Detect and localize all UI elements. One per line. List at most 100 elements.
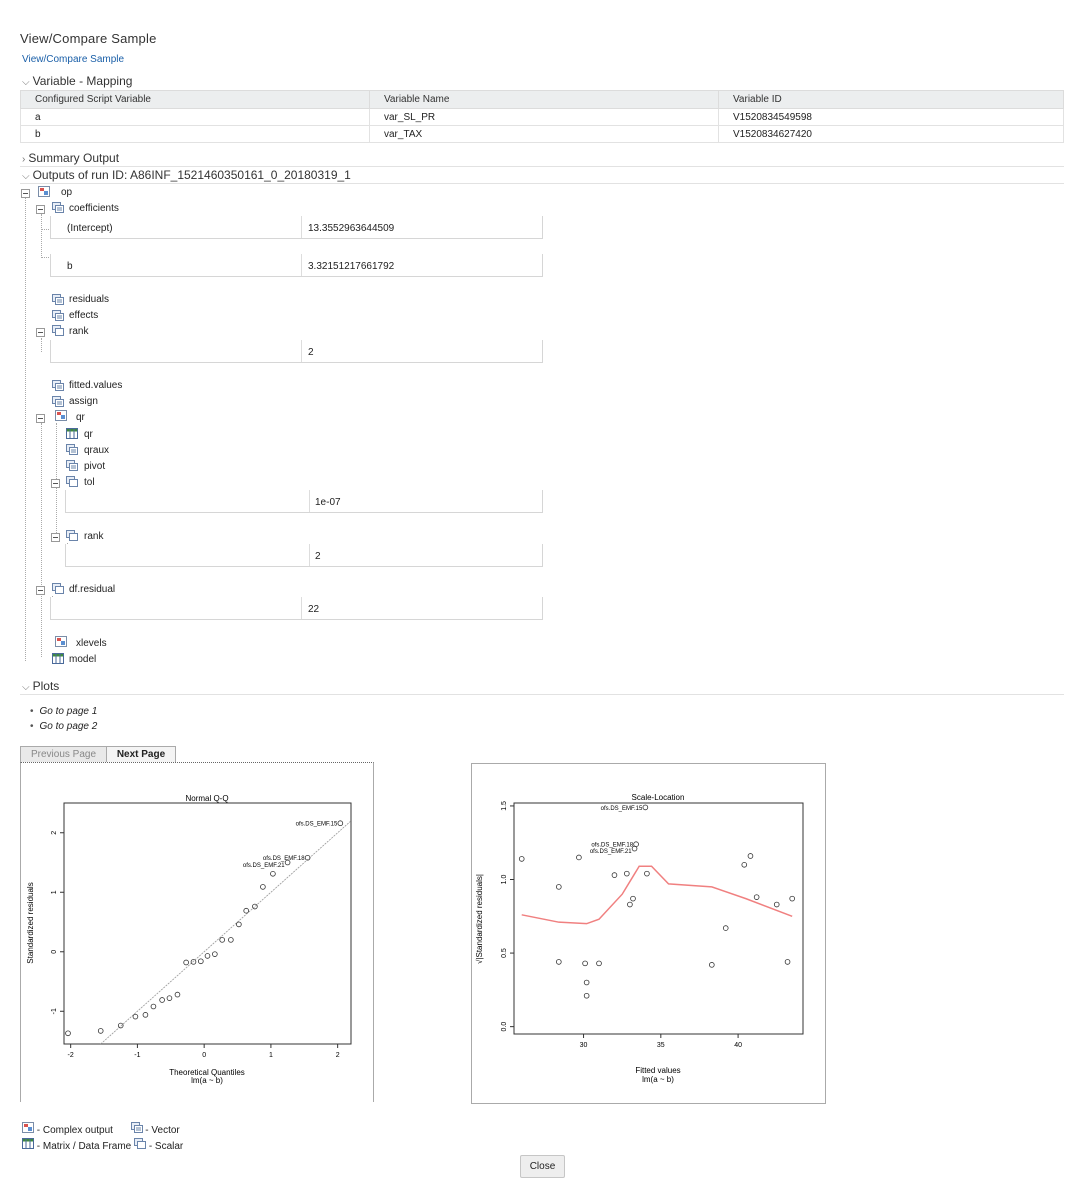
matrix-icon bbox=[52, 653, 64, 664]
vector-icon bbox=[130, 1122, 143, 1133]
y-tick-label: 0 bbox=[51, 950, 58, 954]
data-point bbox=[174, 991, 181, 998]
scalar-icon bbox=[52, 325, 64, 336]
tree-node-qr[interactable]: qr bbox=[76, 412, 85, 423]
x-axis-sublabel: lm(a ~ b) bbox=[642, 1075, 674, 1084]
plot-panel-normal-qq: Normal Q-Q Theoretical Quantiles lm(a ~ … bbox=[20, 762, 374, 1102]
column-separator bbox=[301, 597, 302, 619]
collapse-toggle[interactable] bbox=[36, 586, 45, 595]
data-point bbox=[166, 995, 173, 1001]
data-point bbox=[260, 884, 266, 890]
collapse-toggle[interactable] bbox=[36, 328, 45, 337]
data-point bbox=[212, 951, 218, 957]
tree-node-xlevels[interactable]: xlevels bbox=[76, 638, 107, 649]
column-separator bbox=[301, 340, 302, 362]
point-annotation: ofs.DS_EMF.15 bbox=[296, 822, 338, 828]
tree-node-effects[interactable]: effects bbox=[69, 310, 99, 321]
y-tick-label: 1.0 bbox=[501, 875, 508, 885]
tree-connector bbox=[41, 257, 51, 258]
point-annotation: ofs.DS_EMF.18 bbox=[591, 843, 633, 849]
tree-node-rank[interactable]: rank bbox=[69, 326, 89, 337]
collapse-toggle[interactable] bbox=[21, 189, 30, 198]
tree-node-fitted-values[interactable]: fitted.values bbox=[69, 380, 123, 391]
data-point bbox=[583, 992, 590, 999]
point-annotation: ofs.DS_EMF.21 bbox=[590, 849, 632, 855]
tree-connector bbox=[41, 338, 42, 352]
data-point bbox=[65, 1030, 71, 1037]
icon-legend: - Complex output - Vector - Matrix / Dat… bbox=[22, 1122, 183, 1154]
tree-node-residuals[interactable]: residuals bbox=[69, 294, 110, 305]
table-row: a var_SL_PR V1520834549598 bbox=[20, 108, 1064, 126]
data-point bbox=[228, 937, 234, 943]
tree-node-assign[interactable]: assign bbox=[69, 396, 98, 407]
chart-title: Normal Q-Q bbox=[185, 794, 228, 803]
reference-line bbox=[100, 820, 352, 1045]
complex-output-icon bbox=[22, 1122, 34, 1133]
scalar-value: 22 bbox=[308, 604, 320, 615]
scalar-icon bbox=[52, 583, 64, 594]
y-tick-label: 0.5 bbox=[501, 948, 508, 958]
x-tick-label: -1 bbox=[134, 1052, 140, 1059]
tree-node-pivot[interactable]: pivot bbox=[84, 461, 106, 472]
collapse-toggle[interactable] bbox=[51, 479, 60, 488]
plot-panel-scale-location: Scale-Location Fitted values lm(a ~ b) √… bbox=[471, 763, 826, 1104]
complex-output-icon bbox=[55, 636, 67, 647]
table-header-row: Configured Script Variable Variable Name… bbox=[20, 90, 1064, 109]
scalar-icon bbox=[134, 1138, 147, 1149]
point-annotation: ofs.DS_EMF.15 bbox=[601, 806, 643, 812]
column-separator bbox=[301, 216, 302, 238]
tree-node-coefficients[interactable]: coefficients bbox=[69, 203, 119, 214]
scalar-value: 2 bbox=[315, 551, 321, 562]
collapse-toggle[interactable] bbox=[36, 205, 45, 214]
y-axis-label: Standardized residuals bbox=[26, 882, 35, 963]
x-axis-label: Fitted values bbox=[635, 1066, 680, 1075]
variable-mapping-table: Configured Script Variable Variable Name… bbox=[20, 90, 1064, 143]
value-cell: 2 bbox=[50, 340, 543, 363]
matrix-icon bbox=[66, 428, 78, 439]
page-link[interactable]: Go to page 2 bbox=[30, 721, 98, 736]
tree-node-qr-rank[interactable]: rank bbox=[84, 531, 104, 542]
data-point bbox=[117, 1022, 124, 1029]
x-tick-label: 40 bbox=[734, 1042, 742, 1049]
data-point bbox=[642, 804, 649, 811]
page-link[interactable]: Go to page 1 bbox=[30, 706, 98, 721]
plots-header[interactable]: ⌵ Plots bbox=[22, 679, 60, 693]
tree-node-op[interactable]: op bbox=[61, 187, 73, 198]
data-point bbox=[582, 960, 588, 967]
data-point bbox=[583, 979, 590, 986]
page-title: View/Compare Sample bbox=[20, 31, 157, 46]
breadcrumb[interactable]: View/Compare Sample bbox=[22, 54, 125, 65]
tree-node-tol[interactable]: tol bbox=[84, 477, 95, 488]
value-cell: 2 bbox=[65, 544, 543, 567]
summary-output-header[interactable]: › Summary Output bbox=[22, 151, 120, 165]
column-separator bbox=[309, 490, 310, 512]
tree-node-model[interactable]: model bbox=[69, 654, 97, 665]
column-separator bbox=[301, 254, 302, 276]
outputs-header[interactable]: ⌵ Outputs of run ID: A86INF_1521460350161… bbox=[22, 168, 351, 182]
variable-mapping-header[interactable]: ⌵ Variable - Mapping bbox=[22, 74, 133, 88]
data-point bbox=[624, 870, 630, 877]
close-button[interactable]: Close bbox=[520, 1155, 565, 1178]
complex-output-icon bbox=[55, 410, 67, 421]
tree-node-qr-qr[interactable]: qr bbox=[84, 429, 93, 440]
scalar-value: 2 bbox=[308, 347, 314, 358]
collapse-toggle[interactable] bbox=[51, 533, 60, 542]
data-point bbox=[576, 854, 582, 861]
legend-vector-label: - Vector bbox=[145, 1125, 180, 1136]
vector-icon bbox=[66, 460, 78, 471]
chevron-down-icon: ⌵ bbox=[22, 77, 30, 88]
table-cell: var_TAX bbox=[369, 125, 719, 143]
data-point bbox=[159, 997, 165, 1003]
legend-complex-label: - Complex output bbox=[36, 1125, 113, 1136]
data-point bbox=[784, 959, 791, 965]
data-point bbox=[596, 960, 602, 967]
tree-node-df-residual[interactable]: df.residual bbox=[69, 584, 116, 595]
table-row: b var_TAX V1520834627420 bbox=[20, 125, 1064, 143]
collapse-toggle[interactable] bbox=[36, 414, 45, 423]
divider bbox=[20, 166, 1064, 167]
tree-node-qraux[interactable]: qraux bbox=[84, 445, 110, 456]
data-point bbox=[252, 903, 258, 910]
vector-icon bbox=[52, 380, 64, 391]
column-header: Variable ID bbox=[718, 90, 1064, 109]
plot-box bbox=[63, 802, 352, 1045]
